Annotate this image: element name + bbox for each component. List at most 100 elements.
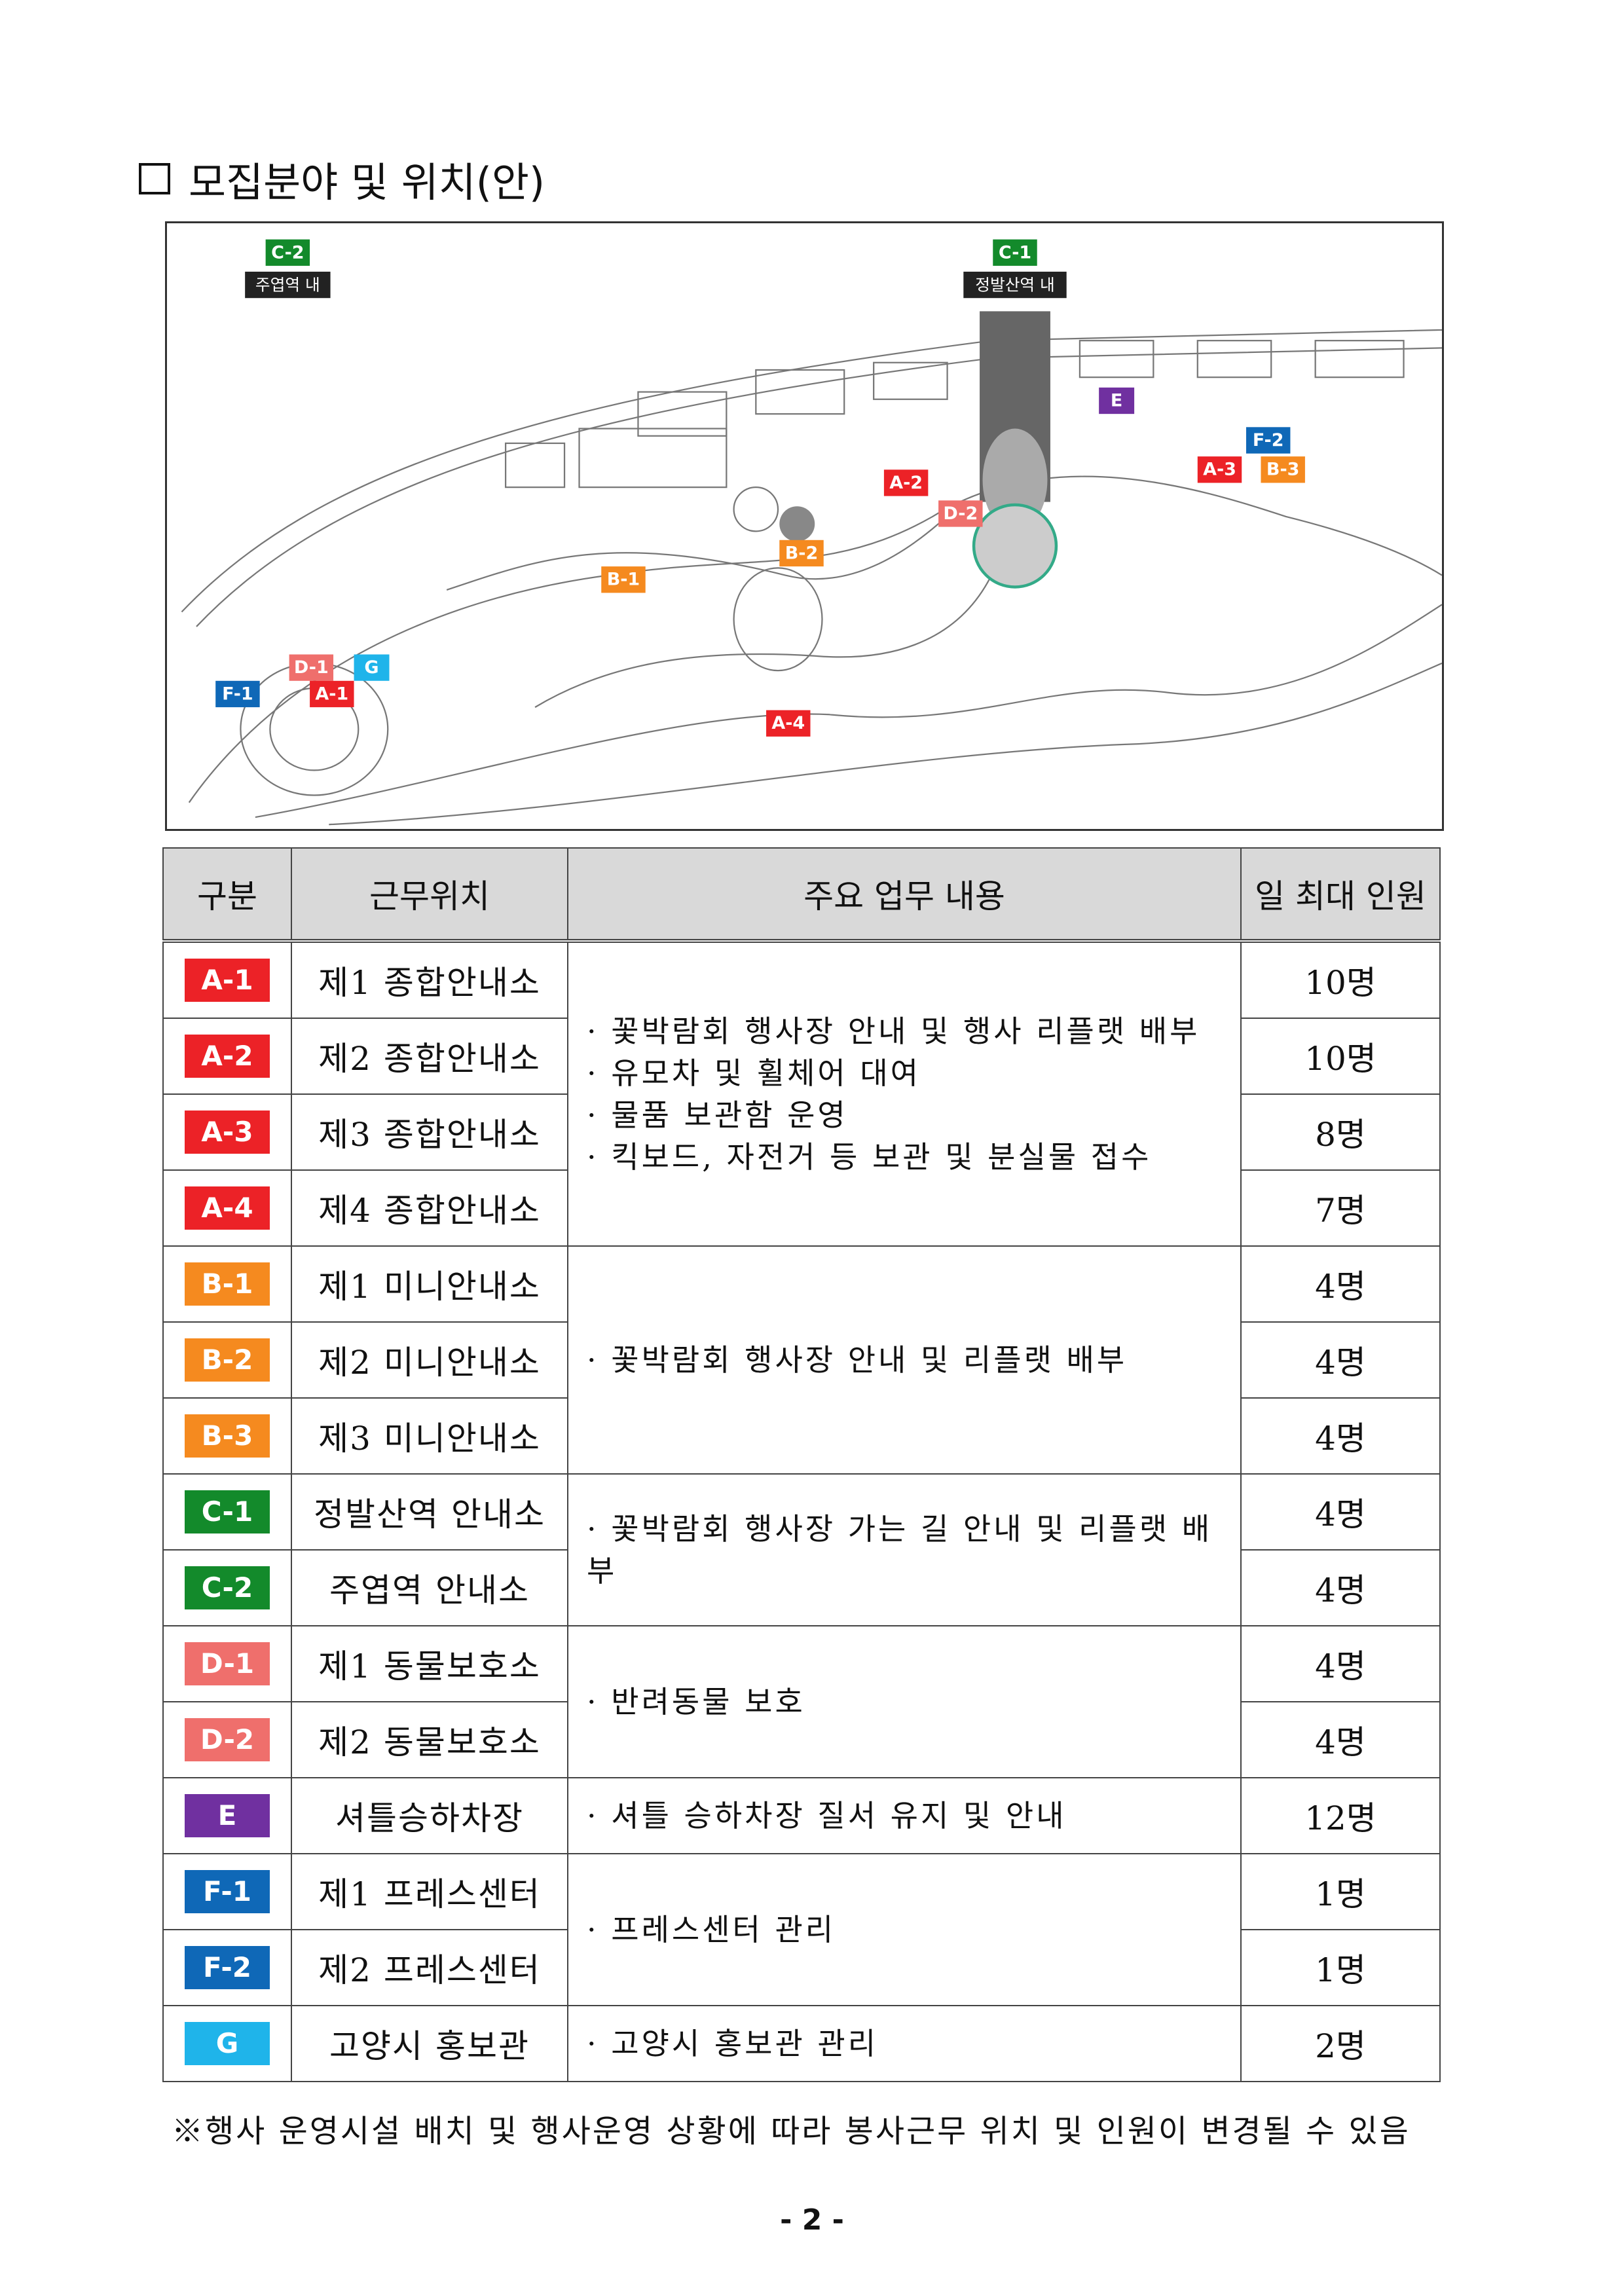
table-row: D-1 제1 동물보호소 · 반려동물 보호 4명 xyxy=(162,1625,1441,1778)
table-row: F-2 제2 프레스센터 1명 xyxy=(162,1929,1441,2006)
duty-line: · 프레스센터 관리 xyxy=(587,1912,836,1947)
duty-line: · 물품 보관함 운영 xyxy=(587,1097,848,1133)
site-map: C-2 C-1 E F-2 A-3 B-3 A-2 D-2 B-2 B-1 D-1 G F-1 A-1 A-… xyxy=(165,221,1444,831)
category-badge: A-4 xyxy=(185,1186,270,1230)
table-row: F-1 제1 프레스센터 · 프레스센터 관리 1명 xyxy=(162,1853,1441,2006)
location-cell: 제4 종합안내소 xyxy=(291,1169,568,1247)
header-location: 근무위치 xyxy=(291,847,568,943)
category-cell: F-1 xyxy=(162,1853,292,1930)
location-cell: 제1 프레스센터 xyxy=(291,1853,568,1930)
max-staff-cell: 1명 xyxy=(1240,1929,1441,2006)
category-badge: D-1 xyxy=(185,1642,270,1685)
duties-cell: · 반려동물 보호 xyxy=(567,1625,1242,1778)
category-badge: D-2 xyxy=(185,1718,270,1761)
duty-line: · 고양시 홍보관 관리 xyxy=(587,2026,879,2061)
category-cell: G xyxy=(162,2005,292,2082)
site-map-drawing: C-2 C-1 E F-2 A-3 B-3 A-2 D-2 B-2 B-1 D-1 G F-1 A-1 A-… xyxy=(181,239,1442,826)
max-staff-cell: 1명 xyxy=(1240,1853,1441,1930)
table-row: C-1 정발산역 안내소 · 꽃박람회 행사장 가는 길 안내 및 리플랫 배부 4… xyxy=(162,1473,1441,1626)
map-marker-b-1: B-1 xyxy=(601,566,646,593)
category-cell: B-2 xyxy=(162,1321,292,1399)
category-badge: B-1 xyxy=(185,1262,270,1306)
station-label: 정발산역 내 xyxy=(963,271,1067,299)
map-marker-label: A-3 xyxy=(1203,460,1236,480)
duty-line: · 반려동물 보호 xyxy=(587,1684,805,1719)
location-cell: 제2 동물보호소 xyxy=(291,1701,568,1778)
table-row: A-1 제1 종합안내소 · 꽃박람회 행사장 안내 및 행사 리플랫 배부 · 유… xyxy=(162,940,1441,1247)
map-marker-label: E xyxy=(1111,391,1122,411)
map-marker-label: F-1 xyxy=(222,684,253,704)
table-row: D-2 제2 동물보호소 4명 xyxy=(162,1701,1441,1778)
map-marker-f-1: F-1 xyxy=(215,680,260,708)
category-cell: E xyxy=(162,1777,292,1854)
duties-cell: · 고양시 홍보관 관리 xyxy=(567,2005,1242,2082)
max-staff-cell: 4명 xyxy=(1240,1701,1441,1778)
location-cell: 제3 종합안내소 xyxy=(291,1093,568,1171)
station-label-text: 정발산역 내 xyxy=(975,276,1055,295)
category-badge: E xyxy=(185,1794,270,1837)
location-cell: 제1 미니안내소 xyxy=(291,1245,568,1323)
map-marker-b-2: B-2 xyxy=(779,540,824,567)
table-row: G 고양시 홍보관 · 고양시 홍보관 관리 2명 xyxy=(162,2005,1441,2082)
table-header-row: 구분 근무위치 주요 업무 내용 일 최대 인원 xyxy=(162,847,1441,943)
header-category: 구분 xyxy=(162,847,292,943)
max-staff-cell: 2명 xyxy=(1240,2005,1441,2082)
map-marker-g: G xyxy=(354,654,390,681)
duties-cell: · 꽃박람회 행사장 안내 및 행사 리플랫 배부 · 유모차 및 휠체어 대여 ·… xyxy=(567,940,1242,1247)
category-badge: F-1 xyxy=(185,1870,270,1913)
category-cell: B-3 xyxy=(162,1397,292,1475)
section-title: 모집분야 및 위치(안) xyxy=(139,149,545,208)
location-cell: 제2 종합안내소 xyxy=(291,1018,568,1095)
map-marker-label: C-1 xyxy=(999,242,1031,263)
map-marker-d-1: D-1 xyxy=(289,654,334,681)
duty-line: · 꽃박람회 행사장 가는 길 안내 및 리플랫 배부 xyxy=(587,1511,1213,1588)
map-marker-label: F-2 xyxy=(1253,430,1284,450)
map-marker-a-1: A-1 xyxy=(310,680,354,708)
max-staff-cell: 8명 xyxy=(1240,1093,1441,1171)
category-badge: C-1 xyxy=(185,1490,270,1533)
map-marker-f-2: F-2 xyxy=(1246,427,1291,454)
map-marker-label: A-4 xyxy=(771,713,805,733)
map-marker-label: B-2 xyxy=(785,543,819,563)
duties-cell: · 꽃박람회 행사장 안내 및 리플랫 배부 xyxy=(567,1245,1242,1475)
category-cell: A-2 xyxy=(162,1018,292,1095)
location-cell: 제2 프레스센터 xyxy=(291,1929,568,2006)
max-staff-cell: 4명 xyxy=(1240,1549,1441,1626)
map-marker-c-2: C-2 xyxy=(265,239,310,266)
location-cell: 주엽역 안내소 xyxy=(291,1549,568,1626)
duty-line: · 꽃박람회 행사장 안내 및 행사 리플랫 배부 xyxy=(587,1014,1200,1049)
category-badge: A-1 xyxy=(185,959,270,1002)
duty-line: · 킥보드, 자전거 등 보관 및 분실물 접수 xyxy=(587,1139,1152,1175)
station-label: 주엽역 내 xyxy=(245,271,331,299)
category-cell: B-1 xyxy=(162,1245,292,1323)
page-number: - 2 - xyxy=(780,2203,844,2237)
table-row: A-4 제4 종합안내소 7명 xyxy=(162,1169,1441,1247)
section-title-text: 모집분야 및 위치(안) xyxy=(189,158,545,206)
map-marker-label: G xyxy=(364,657,378,678)
table-row: B-3 제3 미니안내소 4명 xyxy=(162,1397,1441,1475)
category-cell: C-2 xyxy=(162,1549,292,1626)
map-marker-label: C-2 xyxy=(271,242,304,263)
footnote: ※행사 운영시설 배치 및 행사운영 상황에 따라 봉사근무 위치 및 인원이 … xyxy=(172,2113,1411,2150)
map-marker-label: D-1 xyxy=(294,657,329,678)
max-staff-cell: 12명 xyxy=(1240,1777,1441,1854)
duty-line: · 꽃박람회 행사장 안내 및 리플랫 배부 xyxy=(587,1342,1128,1378)
map-marker-a-4: A-4 xyxy=(766,710,811,737)
category-cell: F-2 xyxy=(162,1929,292,2006)
map-marker-a-2: A-2 xyxy=(883,469,929,496)
table-row: B-2 제2 미니안내소 4명 xyxy=(162,1321,1441,1399)
map-marker-b-3: B-3 xyxy=(1261,456,1305,483)
category-badge: C-2 xyxy=(185,1566,270,1609)
map-marker-label: B-1 xyxy=(607,570,640,590)
location-cell: 제1 종합안내소 xyxy=(291,940,568,1019)
location-cell: 정발산역 안내소 xyxy=(291,1473,568,1551)
max-staff-cell: 7명 xyxy=(1240,1169,1441,1247)
category-cell: D-1 xyxy=(162,1625,292,1702)
duties-cell: · 꽃박람회 행사장 가는 길 안내 및 리플랫 배부 xyxy=(567,1473,1242,1626)
category-badge: B-3 xyxy=(185,1414,270,1458)
category-cell: C-1 xyxy=(162,1473,292,1551)
duties-cell: · 셔틀 승하차장 질서 유지 및 안내 xyxy=(567,1777,1242,1854)
max-staff-cell: 4명 xyxy=(1240,1321,1441,1399)
duty-line: · 유모차 및 휠체어 대여 xyxy=(587,1056,921,1091)
map-marker-c-1: C-1 xyxy=(993,239,1037,266)
